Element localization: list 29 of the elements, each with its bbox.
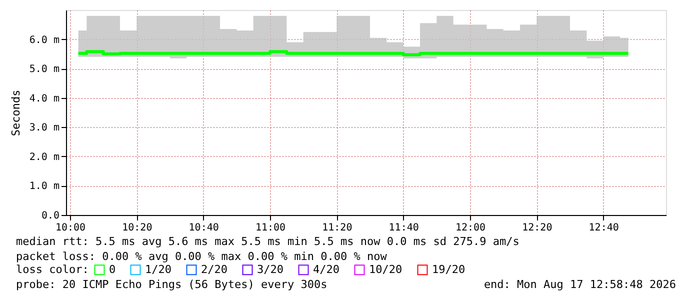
text: probe: 20 ICMP Echo Pings (56 Bytes) every 300s xyxy=(16,278,328,291)
legend-label: 10/20 xyxy=(369,262,402,276)
x-tick-label: 10:00 xyxy=(55,222,86,234)
text: median rtt: 5.5 ms avg 5.6 ms max 5.5 ms min 5.5 ms now 0.0 ms sd 275.9 am/s xyxy=(16,235,520,248)
text: packet loss: 0.00 % avg 0.00 % max 0.00 % min 0.00 % now xyxy=(16,250,388,263)
text: end: Mon Aug 17 12:58:48 2026 xyxy=(484,278,676,291)
legend-label: 2/20 xyxy=(201,262,228,276)
legend-label: 4/20 xyxy=(313,262,340,276)
y-axis-title: Seconds xyxy=(9,90,22,136)
legend-title: loss color: xyxy=(16,263,89,276)
y-tick-label: 3.0 m xyxy=(29,122,60,134)
y-tick-label: 2.0 m xyxy=(29,152,60,163)
x-tick-label: 12:00 xyxy=(455,222,486,234)
x-tick-label: 10:40 xyxy=(188,222,219,234)
y-tick-label: 6.0 m xyxy=(29,34,60,46)
legend-label: 19/20 xyxy=(432,262,466,276)
x-tick-label: 12:40 xyxy=(588,222,619,234)
x-tick-label: 11:20 xyxy=(322,222,352,234)
y-tick-label: 0.0 xyxy=(41,210,60,222)
x-tick-label: 11:40 xyxy=(388,222,419,234)
legend-label: 1/20 xyxy=(145,262,172,276)
legend-label: 3/20 xyxy=(257,262,284,276)
y-tick-label: 5.0 m xyxy=(29,64,60,76)
legend-label: 0 xyxy=(109,262,116,276)
x-tick-label: 10:20 xyxy=(122,222,152,234)
y-tick-label: 4.0 m xyxy=(29,93,60,104)
x-tick-label: 12:20 xyxy=(522,222,552,234)
y-tick-label: 1.0 m xyxy=(29,181,60,192)
x-tick-label: 11:00 xyxy=(255,222,286,234)
